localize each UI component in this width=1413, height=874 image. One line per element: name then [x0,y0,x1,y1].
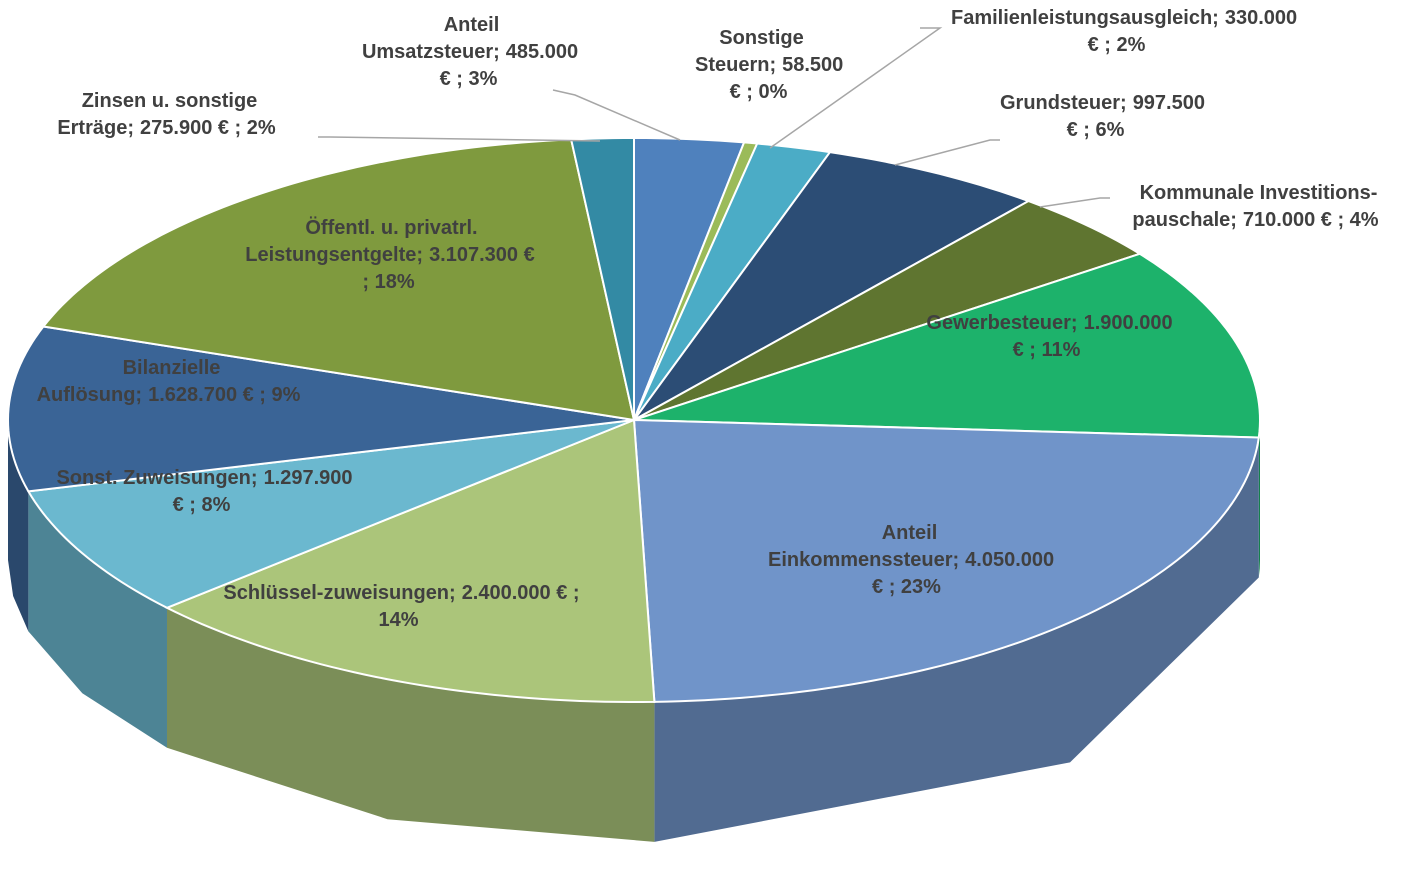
slice [633,252,1262,439]
slice [569,136,635,421]
category-label: Sonst. Zuweisungen; [56,467,258,489]
value-label: 1.900.000 € ; 11% [1012,312,1173,361]
slice [633,142,832,421]
category-label: Familienleistungsausgleich; [951,7,1219,29]
category-label: Bilanzielle Auflösung; [36,357,221,406]
data-label: Sonstige Steuern; 58.500 € ; 0% [695,25,843,106]
value-label: 4.050.000 € ; 23% [872,549,1055,598]
slice-side [654,437,1259,842]
data-label: Grundsteuer; 997.500 € ; 6% [997,90,1205,144]
data-label: Schlüssel-zuweisungen; 2.400.000 € ; 14% [220,580,580,634]
leader-line [769,27,943,149]
category-label: Anteil Umsatzsteuer; [361,14,500,63]
slice [164,418,656,703]
slice [26,419,635,609]
value-label: 330.000 € ; 2% [1087,7,1298,56]
value-label: 997.500 € ; 6% [1066,92,1205,141]
slice [633,151,1031,421]
category-label: Gewerbesteuer; [926,312,1078,334]
data-label: Bilanzielle Auflösung; 1.628.700 € ; 9% [20,355,320,409]
value-label: 58.500 € ; 0% [729,54,844,103]
slice [7,325,635,493]
slice [632,418,1260,703]
slice-side [8,420,29,632]
category-label: Schlüssel-zuweisungen; [223,582,456,604]
category-label: Öffentl. u. privatrl. Leistungsentgelte; [245,217,478,266]
slice [41,138,636,422]
value-label: 1.297.900 € ; 8% [172,467,353,516]
category-label: Sonstige Steuern; [695,27,804,76]
data-label: Sonst. Zuweisungen; 1.297.900 € ; 8% [53,465,353,519]
leader-line [318,136,601,142]
data-label: Kommunale Investitions-pauschale; 710.000… [1107,180,1407,234]
value-label: 3.107.300 € ; 18% [362,244,535,293]
value-label: 1.628.700 € ; 9% [148,384,301,406]
data-label: Anteil Umsatzsteuer; 485.000 € ; 3% [360,12,580,93]
data-label: Öffentl. u. privatrl. Leistungsentgelte;… [240,215,540,296]
value-label: 275.900 € ; 2% [140,117,276,139]
category-label: Anteil Einkommenssteuer; [768,522,960,571]
leader-line [894,139,1000,166]
slice-side [1258,420,1260,578]
value-label: 485.000 € ; 3% [439,41,579,90]
data-label: Gewerbesteuer; 1.900.000 € ; 11% [918,310,1178,364]
data-label: Anteil Einkommenssteuer; 4.050.000 € ; 23… [768,520,1054,601]
value-label: 710.000 € ; 4% [1242,209,1379,231]
slice-side [28,491,167,748]
value-label: 2.400.000 € ; 14% [378,582,580,631]
slice-side [166,607,655,842]
leader-line [1039,197,1110,208]
leader-line [552,89,681,141]
data-label: Familienleistungsausgleich; 330.000 € ; 2… [948,5,1297,59]
category-label: Grundsteuer; [1000,92,1127,114]
category-label: Kommunale Investitions-pauschale; [1132,182,1378,231]
data-label: Zinsen u. sonstige Erträge; 275.900 € ; 2… [18,88,318,142]
category-label: Zinsen u. sonstige Erträge; [57,90,258,139]
